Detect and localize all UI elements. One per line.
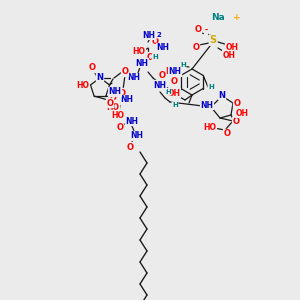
Text: H: H [165, 89, 171, 95]
Text: OH: OH [236, 109, 248, 118]
Text: H: H [172, 102, 178, 108]
Text: O: O [110, 94, 116, 103]
Text: O: O [158, 70, 166, 80]
Text: Na: Na [211, 14, 225, 22]
Text: O: O [116, 122, 124, 131]
Text: HO: HO [133, 47, 146, 56]
Text: O: O [146, 52, 154, 62]
Text: O: O [118, 88, 125, 98]
Text: NH: NH [169, 68, 182, 76]
Text: NH: NH [109, 88, 122, 97]
Text: NH: NH [136, 58, 148, 68]
Text: HO: HO [112, 110, 124, 119]
Text: NH: NH [157, 44, 169, 52]
Text: HO: HO [76, 82, 89, 91]
Text: +: + [233, 14, 241, 22]
Text: 2: 2 [157, 32, 161, 38]
Text: O: O [122, 68, 128, 76]
Text: -: - [204, 26, 208, 34]
Text: N: N [97, 73, 104, 82]
Text: S: S [209, 35, 217, 45]
Text: H: H [180, 62, 186, 68]
Text: NH: NH [200, 100, 214, 109]
Text: O: O [170, 77, 178, 86]
Text: H: H [152, 54, 158, 60]
Text: H: H [208, 84, 214, 90]
Text: O: O [232, 118, 239, 127]
Text: OH: OH [223, 50, 236, 59]
Text: O: O [233, 98, 241, 107]
Text: NH: NH [125, 116, 139, 125]
Text: NH: NH [142, 31, 155, 40]
Text: HO: HO [203, 124, 217, 133]
Text: O: O [224, 130, 230, 139]
Text: HO: HO [166, 68, 178, 76]
Text: O: O [152, 38, 158, 46]
Text: O: O [193, 44, 200, 52]
Text: NH: NH [128, 74, 140, 82]
Text: N: N [218, 91, 226, 100]
Text: NH: NH [121, 95, 134, 104]
Text: OH: OH [167, 88, 181, 98]
Text: O: O [127, 142, 134, 152]
Text: O: O [194, 26, 202, 34]
Text: NH: NH [130, 131, 143, 140]
Text: O: O [88, 64, 95, 73]
Text: HO: HO [106, 103, 119, 112]
Text: NH: NH [154, 80, 166, 89]
Text: OH: OH [226, 43, 238, 52]
Text: O: O [106, 98, 113, 107]
